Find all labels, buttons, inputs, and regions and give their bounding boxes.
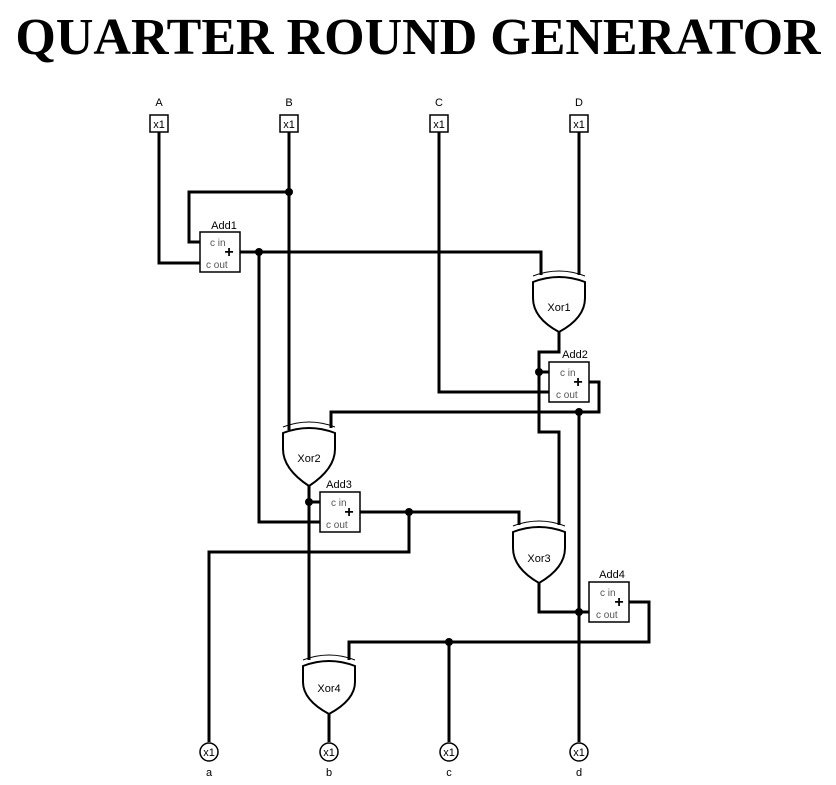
svg-text:c: c — [446, 767, 452, 779]
output-pin-a[interactable]: x1 a — [199, 742, 219, 779]
adder-add2[interactable]: Add2 c in c out + — [548, 349, 590, 403]
svg-text:Add4: Add4 — [599, 569, 625, 581]
svg-text:c in: c in — [210, 238, 226, 249]
svg-text:Xor3: Xor3 — [527, 553, 550, 565]
svg-text:Add2: Add2 — [562, 349, 588, 361]
xor-gate-xor3[interactable]: Xor3 — [512, 520, 566, 585]
xor-gate-xor4[interactable]: Xor4 — [302, 654, 356, 716]
svg-text:b: b — [326, 767, 332, 779]
svg-text:c in: c in — [331, 498, 347, 509]
wire-add3-out — [360, 510, 521, 525]
junctions — [255, 188, 583, 646]
svg-text:c out: c out — [326, 520, 348, 531]
svg-text:D: D — [575, 97, 583, 109]
page-title: QUARTER ROUND GENERATOR — [15, 9, 821, 66]
junction-dot — [405, 508, 413, 516]
junction-dot — [285, 188, 293, 196]
svg-text:Add3: Add3 — [326, 479, 352, 491]
svg-text:+: + — [224, 244, 233, 261]
wire-c-to-add2 — [437, 132, 549, 394]
svg-text:x1: x1 — [443, 747, 455, 759]
svg-text:Add1: Add1 — [211, 220, 237, 232]
output-pin-c[interactable]: x1 c — [439, 742, 459, 779]
xor-gate-xor2[interactable]: Xor2 — [282, 421, 336, 488]
adder-add3[interactable]: Add3 c in c out + — [319, 479, 361, 533]
adder-add1[interactable]: Add1 c in c out + — [199, 220, 241, 273]
svg-text:Xor2: Xor2 — [297, 453, 320, 465]
svg-text:c out: c out — [556, 390, 578, 401]
xor-gate-xor1[interactable]: Xor1 — [532, 270, 586, 334]
output-pin-b[interactable]: x1 b — [319, 742, 339, 779]
svg-text:+: + — [573, 374, 582, 391]
wire-add2-out — [329, 380, 601, 428]
output-pin-d[interactable]: x1 d — [569, 742, 589, 779]
svg-text:A: A — [155, 97, 163, 109]
svg-text:C: C — [435, 97, 443, 109]
wire-add2-to-add4 — [577, 412, 589, 614]
wire-xor3-to-add4 — [537, 580, 579, 614]
svg-text:+: + — [344, 504, 353, 521]
svg-text:c out: c out — [206, 260, 228, 271]
adder-add4[interactable]: Add4 c in c out + — [588, 569, 630, 623]
svg-text:c in: c in — [560, 368, 576, 379]
junction-dot — [445, 638, 453, 646]
wire-add4-out — [347, 600, 651, 660]
svg-text:Xor4: Xor4 — [317, 683, 340, 695]
wire-xor1-to-xor3 — [537, 372, 561, 525]
wire-add1-to-add3 — [257, 252, 320, 524]
svg-text:+: + — [614, 594, 623, 611]
svg-text:B: B — [285, 97, 292, 109]
input-pin-B[interactable]: B x1 — [279, 97, 299, 133]
svg-text:c out: c out — [596, 610, 618, 621]
junction-dot — [255, 248, 263, 256]
svg-text:a: a — [206, 767, 213, 779]
svg-text:c in: c in — [600, 588, 616, 599]
input-pin-A[interactable]: A x1 — [149, 97, 169, 133]
svg-text:x1: x1 — [283, 119, 295, 131]
svg-text:Xor1: Xor1 — [547, 302, 570, 314]
svg-text:x1: x1 — [573, 119, 585, 131]
svg-text:x1: x1 — [573, 747, 585, 759]
wire-add1-out — [240, 250, 543, 275]
svg-text:x1: x1 — [203, 747, 215, 759]
junction-dot — [535, 368, 543, 376]
svg-text:x1: x1 — [323, 747, 335, 759]
junction-dot — [575, 608, 583, 616]
input-pin-D[interactable]: D x1 — [569, 97, 589, 133]
wire-b-to-add1 — [187, 190, 289, 244]
input-pin-C[interactable]: C x1 — [429, 97, 449, 133]
svg-text:x1: x1 — [433, 119, 445, 131]
svg-text:d: d — [576, 767, 582, 779]
junction-dot — [305, 498, 313, 506]
junction-dot — [575, 408, 583, 416]
svg-text:x1: x1 — [153, 119, 165, 131]
wire-a-to-add1 — [157, 132, 200, 265]
